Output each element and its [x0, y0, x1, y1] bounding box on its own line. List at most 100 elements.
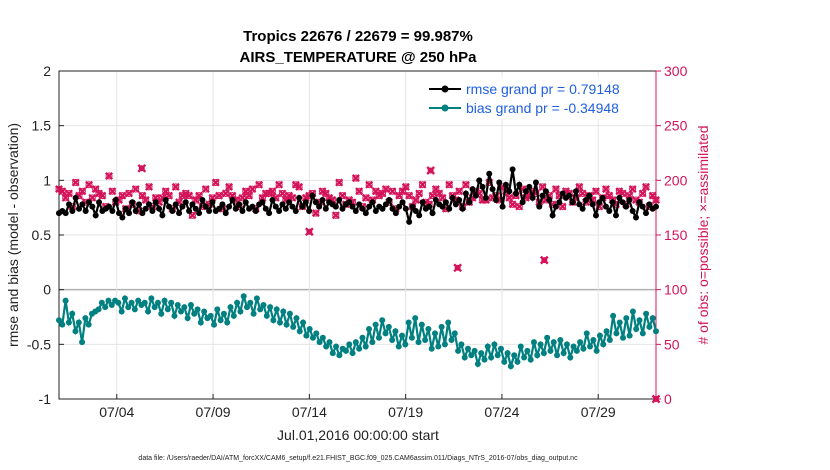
bias-point: [115, 299, 122, 306]
bias-point: [451, 330, 458, 337]
rmse-point: [382, 201, 389, 208]
obs-possible-marker: [629, 185, 637, 193]
rmse-point: [522, 188, 529, 195]
bias-point: [577, 339, 584, 346]
rmse-point: [539, 192, 546, 199]
rmse-point: [596, 199, 603, 206]
obs-possible-marker: [338, 192, 346, 200]
obs-assimilated-marker: [225, 182, 234, 191]
rmse-point: [592, 212, 599, 219]
bias-point: [323, 343, 330, 350]
rmse-point: [469, 186, 476, 193]
bias-point: [148, 295, 155, 302]
rmse-point: [86, 199, 93, 206]
rmse-point: [72, 194, 79, 201]
bias-point: [79, 339, 86, 346]
y-tick-label: 2: [43, 63, 51, 79]
rmse-point: [476, 177, 483, 184]
rmse-point: [449, 194, 456, 201]
rmse-point: [122, 205, 129, 212]
obs-assimilated-marker: [275, 180, 284, 189]
bias-point: [544, 334, 551, 341]
bias-point: [563, 341, 570, 348]
bias-point: [178, 308, 185, 315]
x-tick-label: 07/19: [388, 404, 423, 420]
bias-point: [488, 354, 495, 361]
x-axis-label: Jul.01,2016 00:00:00 start: [277, 427, 439, 443]
rmse-point: [572, 188, 579, 195]
obs-count-marks: [55, 163, 661, 404]
bias-point: [59, 321, 66, 328]
bias-point: [164, 306, 171, 313]
obs-assimilated-marker: [211, 178, 220, 187]
left-y-ticks: -1 -0.5 0 0.5 1 1.5 2: [27, 63, 64, 407]
bias-point: [224, 319, 231, 326]
obs-assimilated-marker: [331, 211, 340, 220]
rmse-point: [626, 197, 633, 204]
obs-possible-marker: [72, 179, 80, 187]
rmse-point: [566, 192, 573, 199]
legend: rmse grand pr = 0.79148 bias grand pr = …: [426, 77, 652, 119]
rmse-point: [279, 201, 286, 208]
bias-point: [366, 326, 373, 333]
rmse-point: [642, 210, 649, 217]
obs-assimilated-marker: [508, 200, 517, 209]
rmse-point: [69, 207, 76, 214]
bias-point: [197, 319, 204, 326]
obs-possible-marker: [335, 179, 343, 187]
rmse-point: [176, 210, 183, 217]
rmse-point: [226, 203, 233, 210]
obs-outlier-dot: [454, 264, 461, 271]
obs-assimilated-marker: [601, 185, 610, 194]
rmse-point: [142, 205, 149, 212]
bias-point: [359, 334, 366, 341]
obs-assimilated-marker: [245, 191, 254, 200]
bias-point: [524, 347, 531, 354]
obs-possible-marker: [455, 187, 463, 195]
bias-point: [458, 341, 465, 348]
rmse-point: [66, 201, 73, 208]
rmse-point: [356, 201, 363, 208]
rmse-point: [116, 210, 123, 217]
bias-point: [435, 343, 442, 350]
rmse-point: [179, 203, 186, 210]
legend-rmse-marker: [441, 85, 449, 93]
obs-possible-marker: [399, 187, 407, 195]
obs-possible-marker: [132, 185, 140, 193]
rmse-point: [242, 199, 249, 206]
obs-assimilated-marker: [71, 178, 80, 187]
rmse-point: [606, 207, 613, 214]
bias-point: [554, 352, 561, 359]
bias-point: [540, 350, 547, 357]
rmse-point: [276, 207, 283, 214]
bias-point: [425, 326, 432, 333]
rmse-point: [492, 197, 499, 204]
bias-point: [273, 306, 280, 313]
bias-point: [478, 350, 485, 357]
rmse-point: [529, 194, 536, 201]
bias-point: [56, 317, 62, 324]
bias-point: [220, 310, 227, 317]
obs-possible-marker: [92, 185, 100, 193]
rmse-point: [452, 201, 459, 208]
rmse-point: [589, 201, 596, 208]
rmse-point: [309, 192, 316, 199]
bias-point: [171, 312, 178, 319]
rmse-point: [262, 205, 269, 212]
rmse-point: [232, 205, 239, 212]
bias-series-line: [58, 294, 658, 371]
right-tick-label: 250: [664, 118, 688, 134]
bias-point: [309, 334, 316, 341]
obs-outlier-dot: [541, 257, 548, 264]
rmse-point: [512, 190, 519, 197]
rmse-point: [166, 203, 173, 210]
obs-possible-marker: [419, 181, 427, 189]
bias-point: [432, 330, 439, 337]
bias-point: [214, 306, 221, 313]
bias-point: [69, 310, 76, 317]
obs-possible-marker: [142, 196, 150, 204]
obs-possible-marker: [592, 187, 600, 195]
bias-point: [187, 301, 194, 308]
rmse-point: [239, 207, 246, 214]
obs-possible-marker: [412, 196, 420, 204]
